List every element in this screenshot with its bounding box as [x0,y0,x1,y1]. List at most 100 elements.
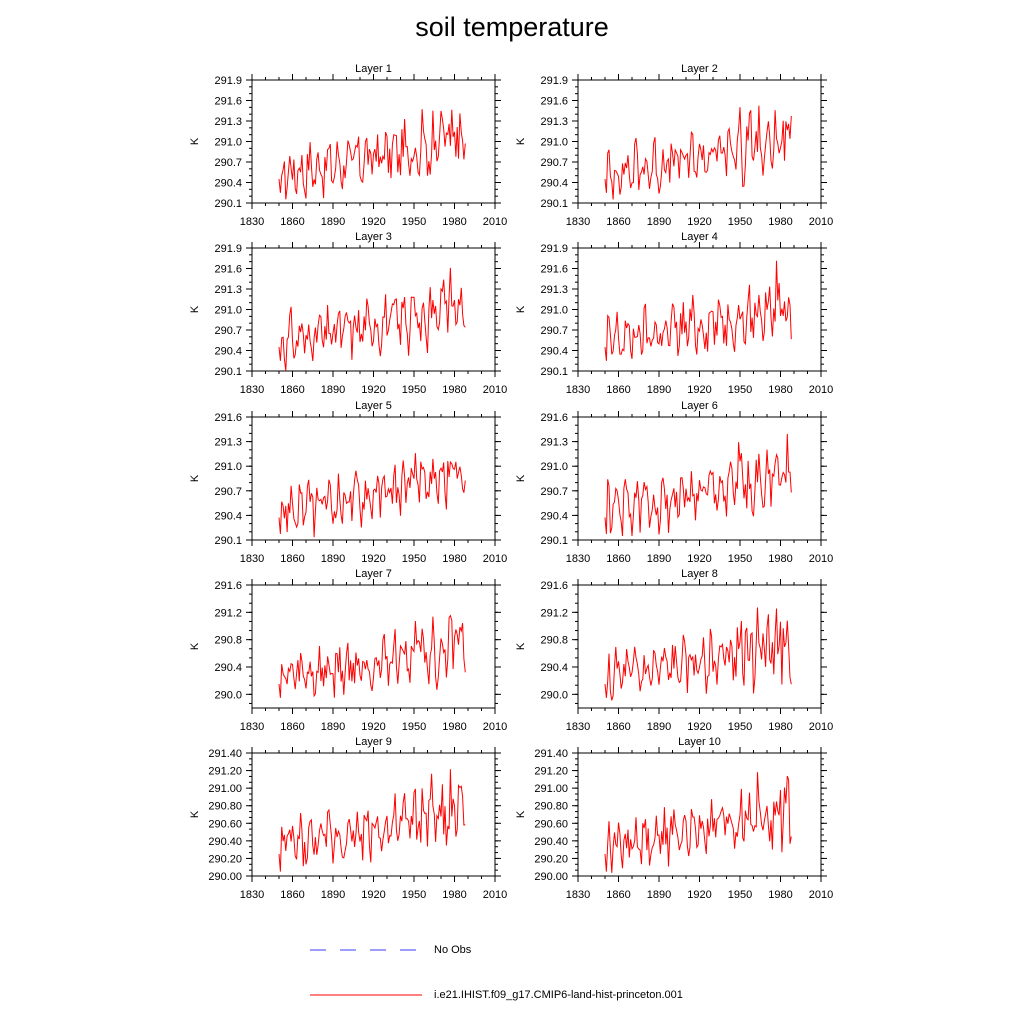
plot-frame [577,416,822,541]
legend-obs: No Obs [310,942,471,958]
x-tick-label: 1950 [728,721,752,733]
y-tick-label: 290.1 [540,198,568,210]
y-axis-label: K [515,137,527,145]
y-tick-label: 290.1 [540,535,568,547]
y-tick-label: 291.9 [540,243,568,255]
y-tick-label: 291.6 [214,96,242,108]
y-tick-label: 290.7 [540,325,568,337]
x-tick-label: 1890 [647,721,671,733]
y-tick-label: 291.00 [534,783,568,795]
x-tick-label: 1980 [442,889,466,901]
x-tick-label: 1950 [728,889,752,901]
y-tick-label: 290.1 [214,198,242,210]
plot-frame [251,247,496,372]
x-tick-label: 1950 [728,384,752,396]
y-tick-label: 290.8 [214,635,242,647]
x-tick-label: 1890 [647,216,671,228]
x-tick-label: 2010 [483,721,507,733]
y-tick-label: 290.8 [540,635,568,647]
x-tick-label: 1920 [687,721,711,733]
y-axis-label: K [189,137,201,145]
y-tick-label: 291.20 [208,766,242,778]
x-tick-label: 1950 [728,216,752,228]
x-tick-label: 1860 [606,384,630,396]
x-tick-label: 1920 [361,384,385,396]
x-tick-label: 1860 [280,216,304,228]
y-tick-label: 290.7 [214,157,242,169]
y-tick-label: 290.1 [214,366,242,378]
chart-panel: Layer 5 290.1 290.4 290.7 291.0 291.3 291.6 183… [189,400,507,565]
x-tick-label: 1980 [768,721,792,733]
legend-obs-label: No Obs [434,944,472,956]
y-tick-label: 291.9 [214,75,242,87]
x-tick-label: 1860 [280,889,304,901]
y-axis-label: K [189,810,201,818]
plot-frame [577,247,822,372]
x-tick-label: 2010 [483,384,507,396]
x-tick-label: 1830 [566,384,590,396]
y-tick-label: 291.40 [534,748,568,760]
chart-panel: Layer 3 290.1 290.4 290.7 291.0 291.3 291.6 291… [189,231,507,396]
series-line [604,433,792,537]
y-tick-label: 290.00 [534,871,568,883]
plot-frame [251,752,496,877]
panel-title: Layer 2 [681,63,718,75]
plot-frame [577,79,822,204]
x-tick-label: 1830 [566,889,590,901]
y-tick-label: 290.80 [534,801,568,813]
x-tick-label: 1860 [606,553,630,565]
x-tick-label: 1920 [361,889,385,901]
panel-title: Layer 9 [355,736,392,748]
plot-frame [577,752,822,877]
y-tick-label: 290.4 [214,178,242,190]
series-line [278,267,466,372]
chart-panel: Layer 10 290.00 290.20 290.40 290.60 290.80 29… [515,736,833,901]
x-tick-label: 1860 [606,889,630,901]
y-tick-label: 291.3 [214,437,242,449]
legend-model-swatch [310,994,422,996]
panel-title: Layer 3 [355,231,392,243]
y-tick-label: 290.4 [540,178,568,190]
x-tick-label: 1980 [442,721,466,733]
plot-frame [251,584,496,709]
x-tick-label: 1860 [606,721,630,733]
plot-frame [251,416,496,541]
y-tick-label: 290.7 [540,157,568,169]
legend-model-label: i.e21.IHIST.f09_g17.CMIP6-land-hist-prin… [434,989,683,1001]
y-tick-label: 290.4 [214,510,242,522]
x-tick-label: 1890 [647,889,671,901]
x-tick-label: 1980 [768,553,792,565]
x-tick-label: 1860 [606,216,630,228]
y-tick-label: 291.6 [214,264,242,276]
x-tick-label: 1920 [687,216,711,228]
legend-obs-swatch [310,949,422,951]
x-tick-label: 1890 [321,889,345,901]
y-tick-label: 290.1 [214,535,242,547]
y-tick-label: 290.4 [214,346,242,358]
y-tick-label: 290.80 [208,801,242,813]
y-axis-label: K [515,642,527,650]
y-tick-label: 291.2 [214,607,242,619]
panel-title: Layer 1 [355,63,392,75]
x-tick-label: 1980 [768,889,792,901]
x-tick-label: 1980 [768,384,792,396]
x-tick-label: 1830 [240,553,264,565]
y-tick-label: 291.20 [534,766,568,778]
series-line [604,105,792,200]
y-axis-label: K [189,305,201,313]
chart-panel: Layer 9 290.00 290.20 290.40 290.60 290.80 291… [189,736,507,901]
y-tick-label: 291.3 [214,284,242,296]
y-tick-label: 290.60 [208,818,242,830]
y-tick-label: 291.6 [214,580,242,592]
y-tick-label: 290.00 [208,871,242,883]
panel-title: Layer 10 [678,736,721,748]
y-tick-label: 290.4 [540,510,568,522]
series-line [278,453,466,538]
x-tick-label: 1920 [687,889,711,901]
x-tick-label: 1920 [361,216,385,228]
y-tick-label: 290.4 [540,662,568,674]
x-tick-label: 1950 [402,384,426,396]
y-tick-label: 290.20 [208,853,242,865]
y-tick-label: 291.3 [540,437,568,449]
y-tick-label: 290.7 [214,486,242,498]
